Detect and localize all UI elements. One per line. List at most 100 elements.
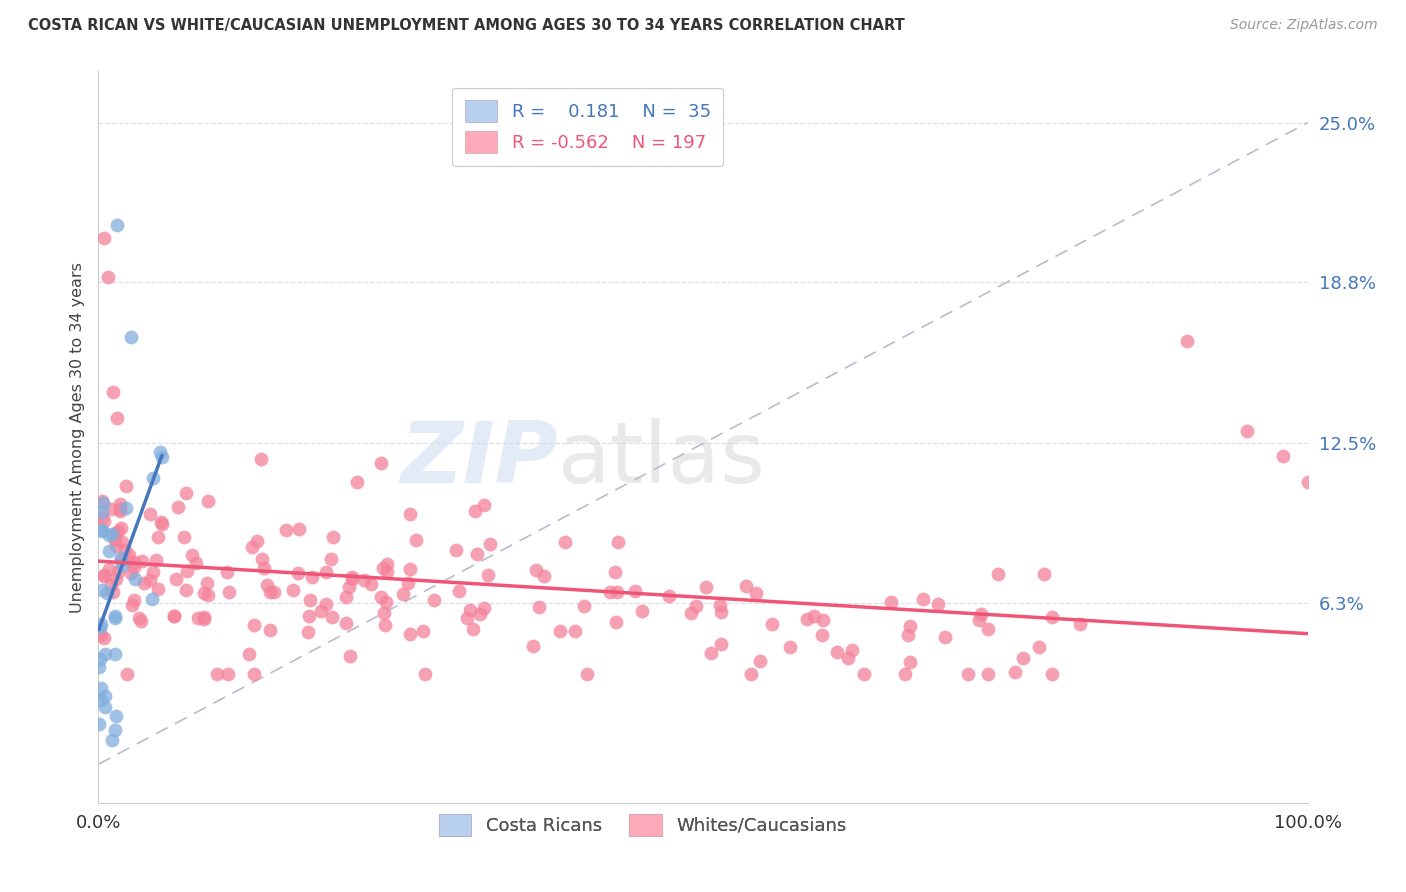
Point	[287, 566, 309, 580]
Point	[340, 572, 363, 586]
Point	[124, 573, 146, 587]
Point	[250, 551, 273, 566]
Point	[1032, 566, 1054, 581]
Point	[465, 547, 488, 561]
Point	[193, 586, 215, 600]
Point	[120, 566, 142, 581]
Point	[163, 609, 186, 624]
Point	[572, 599, 595, 614]
Point	[197, 588, 219, 602]
Y-axis label: Unemployment Among Ages 30 to 34 years: Unemployment Among Ages 30 to 34 years	[69, 261, 84, 613]
Point	[101, 733, 124, 747]
Point	[392, 587, 415, 601]
Point	[353, 573, 375, 587]
Point	[148, 445, 170, 459]
Point	[93, 231, 115, 245]
Point	[297, 625, 319, 640]
Point	[1012, 651, 1035, 665]
Text: Source: ZipAtlas.com: Source: ZipAtlas.com	[1230, 18, 1378, 32]
Point	[91, 524, 114, 539]
Point	[91, 582, 114, 597]
Point	[281, 583, 304, 598]
Text: ZIP: ZIP	[401, 417, 558, 500]
Point	[259, 584, 281, 599]
Point	[631, 604, 654, 618]
Point	[605, 585, 627, 599]
Point	[150, 517, 173, 532]
Point	[370, 591, 392, 605]
Point	[110, 502, 132, 516]
Point	[217, 667, 239, 681]
Point	[375, 557, 398, 571]
Point	[181, 548, 204, 562]
Point	[375, 566, 398, 580]
Point	[142, 565, 165, 579]
Point	[89, 652, 111, 666]
Point	[841, 642, 863, 657]
Point	[527, 600, 550, 615]
Point	[100, 527, 122, 541]
Point	[96, 586, 118, 600]
Point	[898, 655, 921, 669]
Point	[142, 471, 165, 485]
Point	[1296, 475, 1319, 489]
Point	[105, 410, 128, 425]
Point	[240, 540, 263, 554]
Point	[111, 534, 134, 549]
Point	[339, 648, 361, 663]
Point	[107, 566, 129, 580]
Point	[298, 593, 321, 607]
Point	[93, 631, 115, 645]
Point	[447, 584, 470, 599]
Point	[301, 569, 323, 583]
Point	[104, 533, 127, 548]
Point	[205, 667, 228, 681]
Point	[197, 576, 219, 591]
Point	[104, 610, 127, 624]
Point	[524, 563, 547, 577]
Point	[108, 504, 131, 518]
Point	[977, 622, 1000, 636]
Point	[101, 385, 124, 400]
Point	[779, 640, 801, 654]
Point	[98, 544, 121, 558]
Point	[163, 609, 186, 624]
Point	[105, 219, 128, 233]
Point	[796, 612, 818, 626]
Point	[122, 560, 145, 574]
Point	[197, 494, 219, 508]
Point	[117, 667, 139, 681]
Point	[287, 522, 309, 536]
Point	[217, 565, 239, 579]
Point	[141, 592, 163, 607]
Point	[100, 502, 122, 516]
Point	[893, 667, 915, 681]
Point	[607, 534, 630, 549]
Point	[150, 450, 173, 465]
Point	[187, 611, 209, 625]
Point	[1272, 450, 1295, 464]
Point	[1028, 640, 1050, 654]
Point	[93, 514, 115, 528]
Point	[734, 579, 756, 593]
Point	[957, 667, 980, 681]
Point	[837, 651, 859, 665]
Point	[90, 505, 112, 519]
Point	[456, 611, 478, 625]
Point	[605, 615, 627, 630]
Point	[263, 584, 285, 599]
Point	[97, 269, 120, 284]
Point	[91, 523, 114, 537]
Point	[104, 647, 127, 661]
Point	[522, 640, 544, 654]
Point	[138, 507, 160, 521]
Text: COSTA RICAN VS WHITE/CAUCASIAN UNEMPLOYMENT AMONG AGES 30 TO 34 YEARS CORRELATIO: COSTA RICAN VS WHITE/CAUCASIAN UNEMPLOYM…	[28, 18, 905, 33]
Point	[1040, 667, 1063, 681]
Point	[107, 524, 129, 538]
Point	[93, 567, 115, 582]
Point	[1040, 610, 1063, 624]
Point	[679, 606, 702, 620]
Point	[825, 645, 848, 659]
Point	[243, 618, 266, 632]
Point	[104, 573, 127, 587]
